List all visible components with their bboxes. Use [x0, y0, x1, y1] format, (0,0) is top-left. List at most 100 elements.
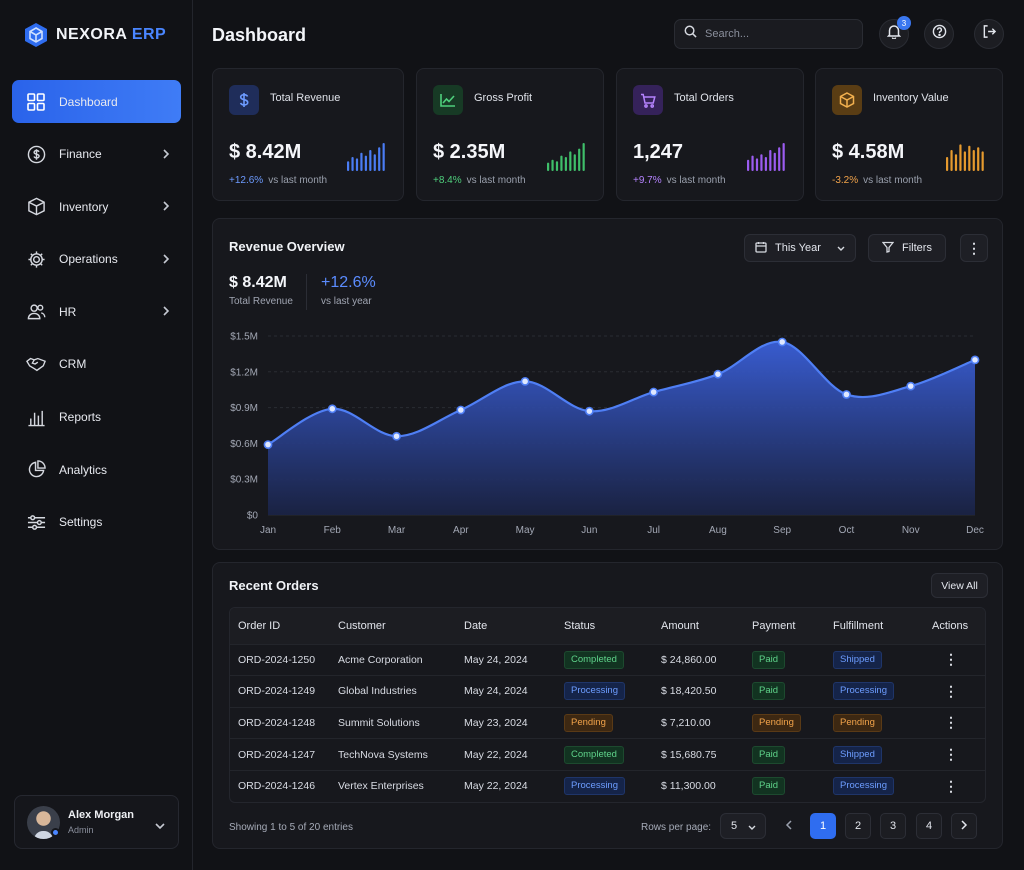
row-actions-kebab-icon[interactable]: ⋮ — [944, 651, 958, 668]
table-row[interactable]: ORD-2024-1248 Summit Solutions May 23, 202… — [230, 706, 985, 739]
data-point[interactable] — [970, 355, 980, 365]
row-actions-kebab-icon[interactable]: ⋮ — [944, 714, 958, 731]
row-actions-cell: ⋮ — [924, 738, 985, 771]
table-row[interactable]: ORD-2024-1249 Global Industries May 24, 20… — [230, 675, 985, 708]
total-revenue-label: Total Revenue — [229, 296, 293, 307]
prev-page-button[interactable] — [776, 813, 802, 839]
revenue-area-chart: $0 $0.3M $0.6M $0.9M $1.2M $1.5M Jan Feb Mar Apr M… — [230, 332, 984, 537]
status-badge-cell: Completed — [556, 643, 653, 676]
page-3-button[interactable]: 3 — [880, 813, 906, 839]
data-point[interactable] — [649, 387, 659, 397]
page-1-button[interactable]: 1 — [810, 813, 836, 839]
kpi-card-total-orders[interactable]: Total Orders 1,247 +9.7% vs last month — [616, 68, 804, 201]
total-revenue-value: $ 8.42M — [229, 274, 287, 291]
data-point[interactable] — [392, 431, 401, 441]
page-4-button[interactable]: 4 — [916, 813, 942, 839]
data-point[interactable] — [777, 337, 787, 347]
sidebar-item-crm[interactable]: CRM — [12, 343, 181, 386]
logout-icon — [982, 24, 997, 44]
customer-cell: Acme Corporation — [330, 643, 456, 676]
kpi-value: $ 2.35M — [433, 141, 506, 163]
row-actions-kebab-icon[interactable]: ⋮ — [944, 682, 958, 699]
page-2-button[interactable]: 2 — [845, 813, 871, 839]
fulfillment-badge: Shipped — [833, 745, 882, 764]
order-id-cell: ORD-2024-1249 — [230, 675, 330, 708]
row-actions-cell: ⋮ — [924, 643, 985, 676]
table-row[interactable]: ORD-2024-1246 Vertex Enterprises May 22, 2… — [230, 769, 985, 802]
grid-icon — [26, 92, 46, 112]
revenue-series-line — [267, 340, 976, 446]
data-point[interactable] — [520, 376, 530, 386]
rows-per-page-label: Rows per page: — [641, 822, 712, 833]
filters-button[interactable]: Filters — [868, 234, 946, 262]
brand-logo[interactable]: NEXORA ERP — [24, 22, 166, 48]
column-header[interactable]: Customer — [330, 608, 456, 644]
table-row[interactable]: ORD-2024-1250 Acme Corporation May 24, 202… — [230, 643, 985, 676]
data-point[interactable] — [842, 390, 851, 399]
search-input[interactable] — [705, 28, 855, 40]
panel-title: Recent Orders — [229, 578, 319, 593]
period-label: This Year — [775, 242, 821, 254]
filters-label: Filters — [902, 242, 932, 254]
search-box[interactable] — [674, 19, 863, 49]
kpi-card-gross-profit[interactable]: Gross Profit $ 2.35M +8.4% vs last month — [416, 68, 604, 201]
customer-cell: Vertex Enterprises — [330, 769, 456, 802]
box-icon — [26, 197, 46, 217]
view-all-button[interactable]: View All — [931, 573, 988, 598]
column-header[interactable]: Amount — [653, 608, 744, 644]
search-icon — [684, 25, 697, 43]
user-name: Alex Morgan — [68, 809, 135, 821]
sidebar-item-operations[interactable]: Operations — [12, 238, 181, 281]
sparkline-bar — [378, 147, 381, 171]
rows-per-page-select[interactable]: 5 — [720, 813, 766, 839]
fulfillment-badge-cell: Processing — [825, 769, 924, 802]
chevron-left-icon — [785, 819, 793, 833]
filter-icon — [881, 241, 895, 256]
sparkline-bar — [782, 143, 785, 171]
sparkline-bar — [355, 158, 359, 171]
help-button[interactable] — [924, 19, 954, 49]
data-point[interactable] — [713, 369, 723, 379]
column-header[interactable]: Status — [556, 608, 653, 644]
column-header[interactable]: Order ID — [230, 608, 330, 644]
next-page-button[interactable] — [951, 813, 977, 839]
sidebar-item-reports[interactable]: Reports — [12, 396, 181, 439]
column-header[interactable]: Date — [456, 608, 556, 644]
sidebar-item-finance[interactable]: Finance — [12, 133, 181, 176]
x-tick-label: Dec — [966, 525, 984, 536]
sidebar-item-settings[interactable]: Settings — [12, 501, 181, 544]
table-row[interactable]: ORD-2024-1247 TechNova Systems May 22, 202… — [230, 738, 985, 771]
column-header[interactable]: Payment — [744, 608, 825, 644]
data-point[interactable] — [584, 406, 594, 416]
amount-cell: $ 7,210.00 — [653, 706, 744, 739]
main-content: Dashboard 3 Total Revenue $ 8.42M +12.6%… — [193, 0, 1024, 870]
period-select[interactable]: This Year — [744, 234, 856, 262]
chevron-right-icon — [161, 252, 171, 270]
sparkline-bar — [977, 147, 980, 171]
x-tick-label: Sep — [773, 525, 791, 536]
kpi-card-inventory-value[interactable]: Inventory Value $ 4.58M -3.2% vs last mon… — [815, 68, 1003, 201]
data-point[interactable] — [456, 405, 466, 415]
data-point[interactable] — [327, 404, 337, 414]
logout-button[interactable] — [974, 19, 1004, 49]
chevron-down-icon[interactable] — [154, 818, 166, 836]
more-options-button[interactable]: ⋮ — [960, 234, 988, 262]
sidebar-item-inventory[interactable]: Inventory — [12, 185, 181, 228]
sliders-icon — [26, 512, 46, 532]
sidebar-item-dashboard[interactable]: Dashboard — [12, 80, 181, 123]
column-header[interactable]: Fulfillment — [825, 608, 924, 644]
fulfillment-badge: Processing — [833, 682, 894, 701]
row-actions-kebab-icon[interactable]: ⋮ — [944, 777, 958, 794]
sidebar-item-label: Finance — [59, 147, 102, 162]
notifications-button[interactable]: 3 — [879, 16, 911, 49]
date-cell: May 22, 2024 — [456, 769, 556, 802]
sparkline-bar — [364, 155, 367, 171]
row-actions-kebab-icon[interactable]: ⋮ — [944, 746, 958, 763]
x-tick-label: Nov — [902, 525, 920, 536]
sidebar-item-analytics[interactable]: Analytics — [12, 448, 181, 491]
kpi-card-total-revenue[interactable]: Total Revenue $ 8.42M +12.6% vs last mont… — [212, 68, 404, 201]
data-point[interactable] — [263, 440, 273, 449]
sidebar-item-hr[interactable]: HR — [12, 290, 181, 333]
data-point[interactable] — [906, 381, 916, 391]
user-profile-card[interactable]: Alex Morgan Admin — [14, 795, 179, 849]
